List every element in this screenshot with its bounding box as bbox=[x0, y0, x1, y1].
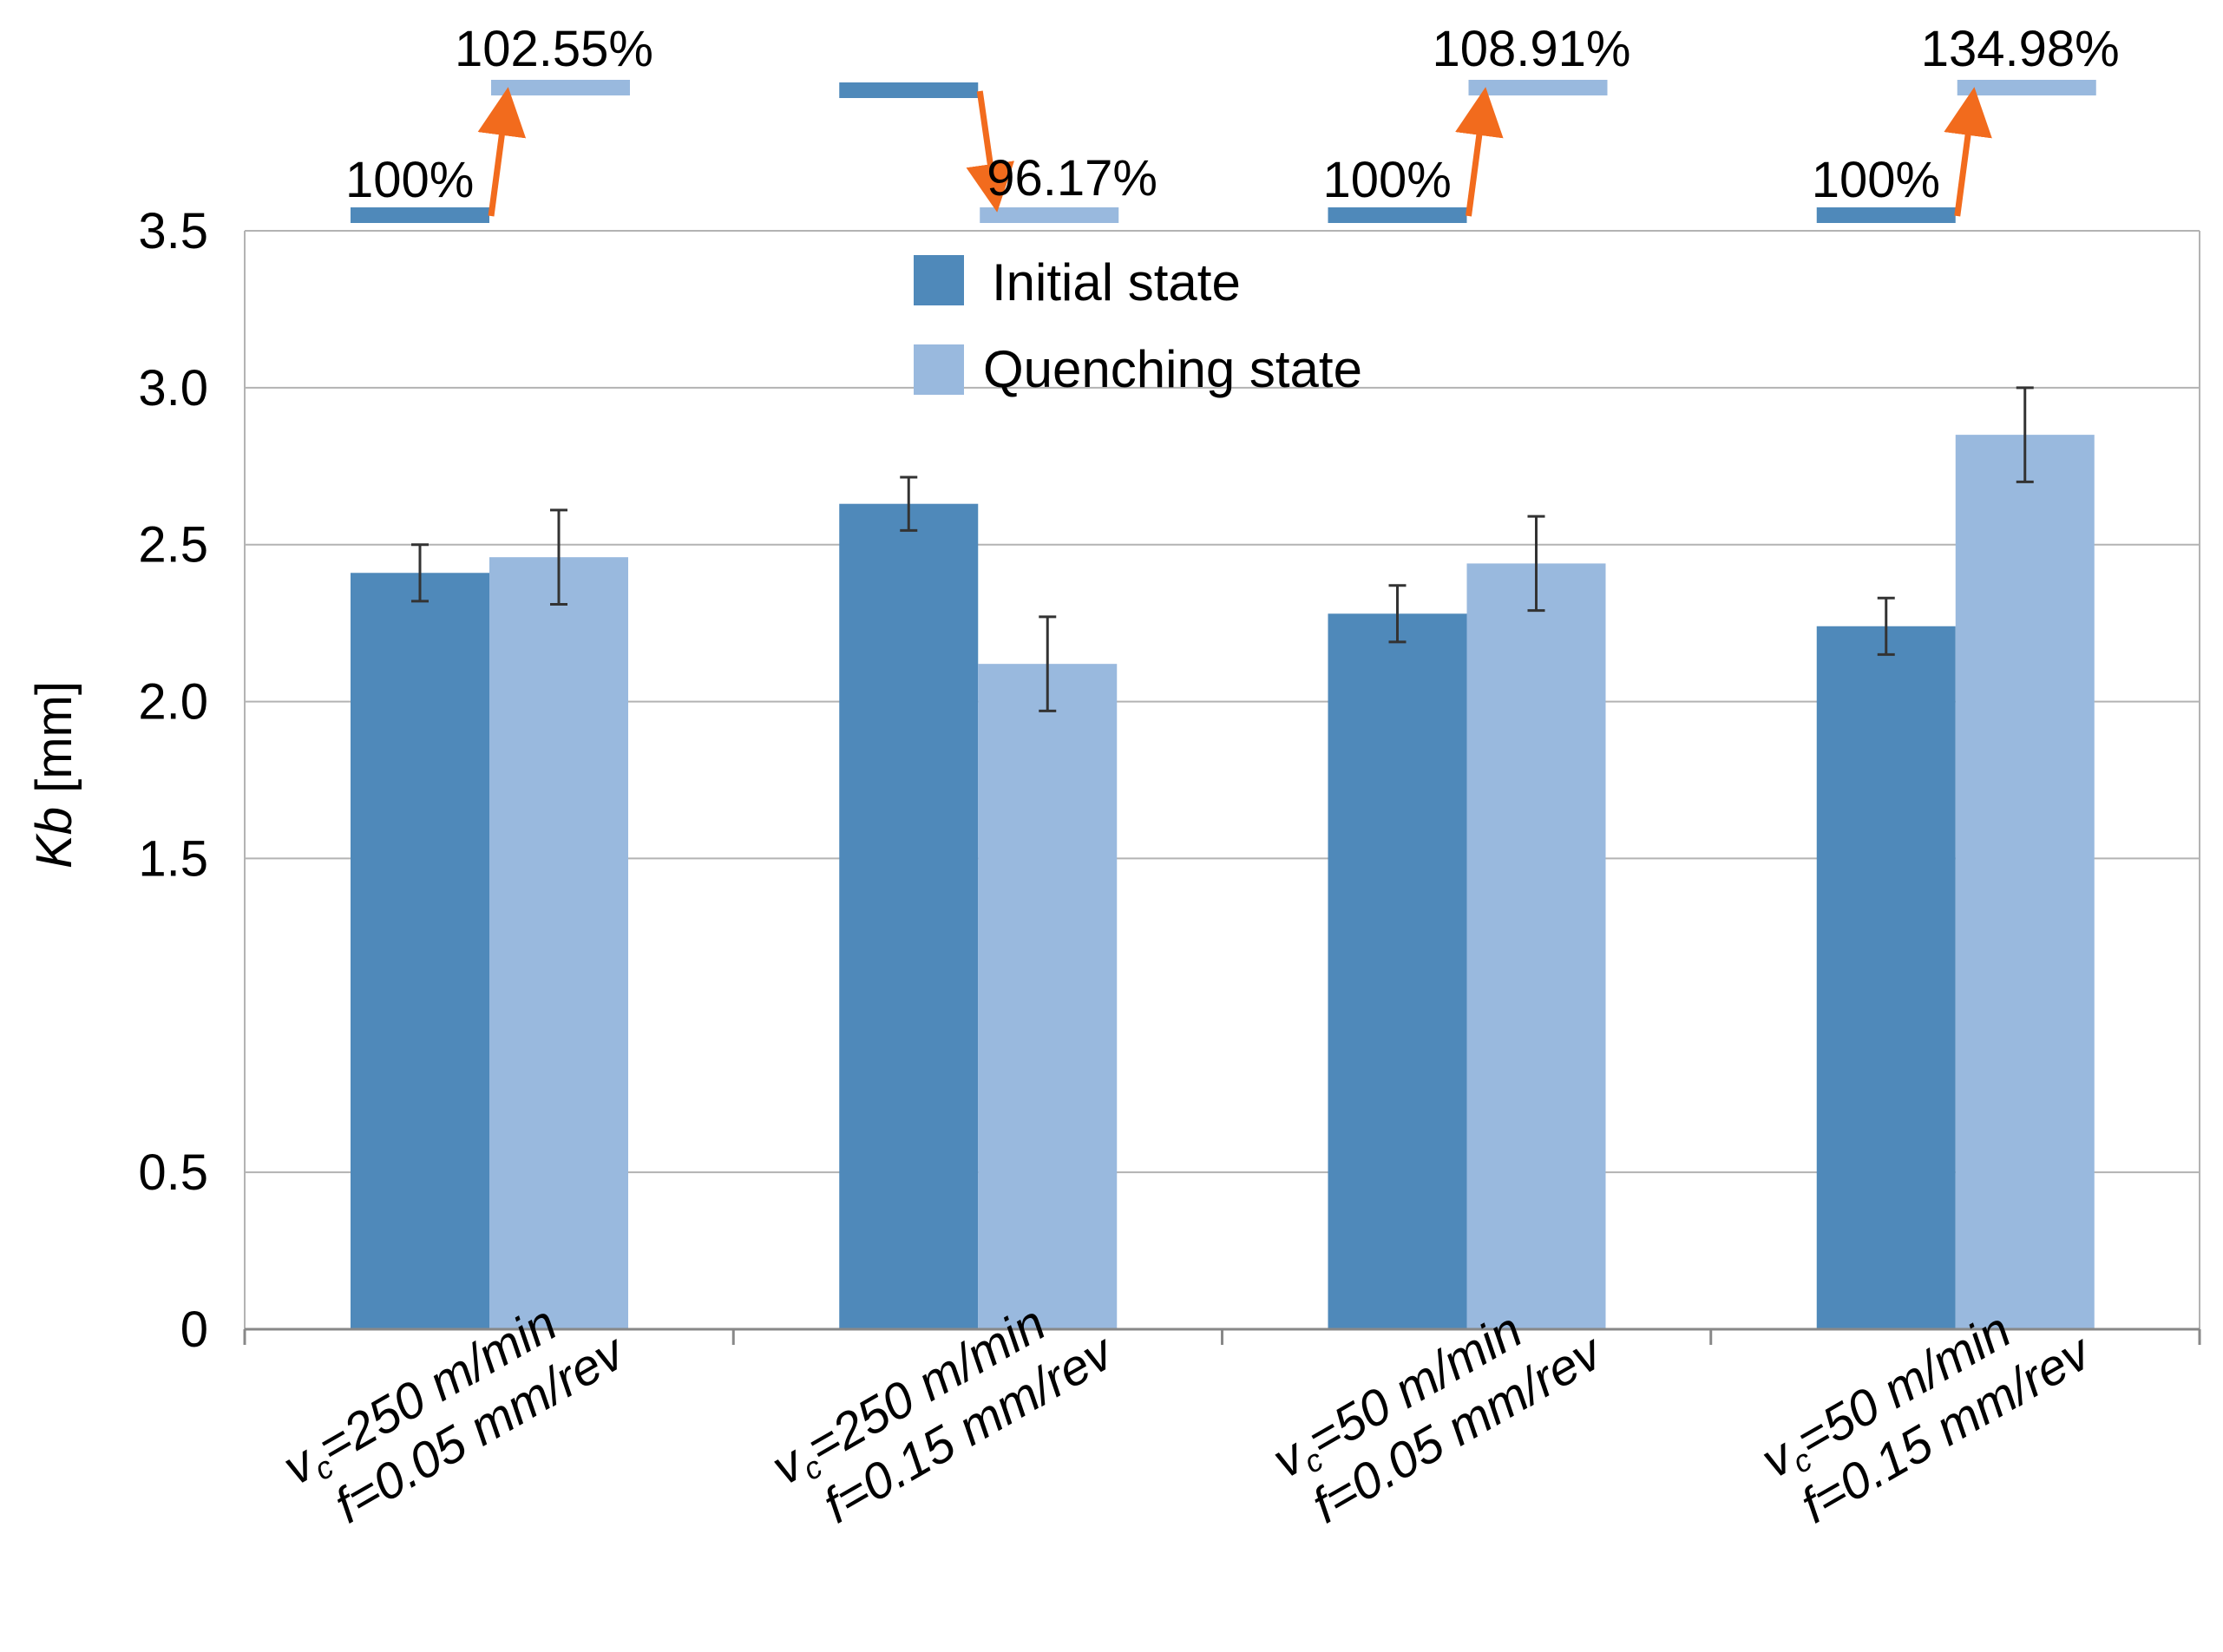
ratio-marker-initial bbox=[351, 207, 489, 223]
ratio-marker-quenching bbox=[1468, 80, 1608, 95]
percent-initial-label: 100% bbox=[345, 152, 474, 208]
y-tick-label: 2.0 bbox=[138, 674, 208, 731]
y-tick-label: 2.5 bbox=[138, 517, 208, 574]
ratio-marker-quenching bbox=[980, 207, 1119, 223]
y-tick-label: 0 bbox=[180, 1301, 208, 1358]
ratio-marker-initial bbox=[1328, 207, 1467, 223]
y-axis-title-unit: [mm] bbox=[26, 681, 82, 807]
bar-quenching bbox=[1955, 435, 2095, 1330]
bar-initial bbox=[1328, 613, 1467, 1329]
y-tick-label: 1.5 bbox=[138, 830, 208, 887]
y-tick-label: 3.5 bbox=[138, 203, 208, 259]
bar-initial bbox=[351, 573, 489, 1329]
change-arrow bbox=[1455, 87, 1504, 217]
bar-quenching bbox=[978, 664, 1118, 1329]
y-tick-label: 0.5 bbox=[138, 1144, 208, 1201]
bars bbox=[351, 386, 2095, 1330]
y-axis-title: Kb [mm] bbox=[26, 681, 82, 869]
bar-initial bbox=[839, 503, 979, 1329]
percent-initial-label: 100% bbox=[1812, 152, 1940, 208]
bar-initial bbox=[1816, 626, 1956, 1329]
percent-initial-label: 100% bbox=[1323, 152, 1452, 208]
legend-label-quenching: Quenching state bbox=[983, 340, 1362, 398]
bar-quenching bbox=[1466, 563, 1606, 1329]
change-arrow bbox=[1944, 87, 1992, 217]
legend-swatch-quenching bbox=[914, 344, 964, 395]
ratio-marker-initial bbox=[1816, 207, 1956, 223]
percent-annotations: 100% 102.55% 96.17% 100% 108.91% 100% 134.98% bbox=[345, 21, 2120, 223]
y-tick-label: 3.0 bbox=[138, 360, 208, 416]
legend-label-initial: Initial state bbox=[992, 253, 1241, 311]
percent-quenching-label: 108.91% bbox=[1433, 21, 1631, 77]
legend: Initial state Quenching state bbox=[914, 253, 1362, 398]
bar-quenching bbox=[489, 557, 628, 1329]
percent-quenching-label: 134.98% bbox=[1921, 21, 2120, 77]
change-arrow bbox=[966, 90, 1015, 213]
ratio-marker-quenching bbox=[491, 80, 630, 95]
y-axis-title-var: Kb bbox=[26, 807, 82, 869]
legend-swatch-initial bbox=[914, 255, 964, 305]
ratio-marker-initial bbox=[839, 82, 979, 98]
change-arrow bbox=[477, 87, 527, 217]
ratio-marker-quenching bbox=[1957, 80, 2096, 95]
percent-quenching-label: 102.55% bbox=[455, 21, 653, 77]
percent-quenching-label: 96.17% bbox=[987, 150, 1157, 206]
